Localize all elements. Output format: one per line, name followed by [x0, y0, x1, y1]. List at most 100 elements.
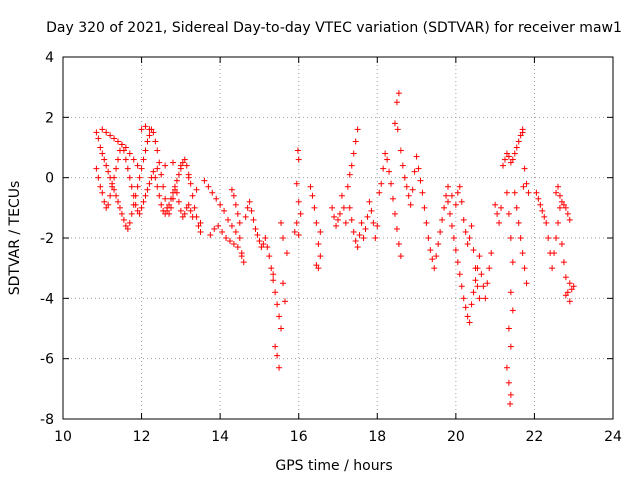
- data-point: [187, 180, 194, 187]
- data-point: [177, 207, 184, 214]
- data-point: [505, 153, 512, 160]
- data-point: [162, 162, 169, 169]
- data-point: [458, 283, 465, 290]
- data-point: [476, 295, 483, 302]
- data-point: [272, 289, 279, 296]
- data-point: [152, 174, 159, 181]
- data-point: [274, 301, 281, 308]
- data-point: [111, 174, 118, 181]
- data-point: [101, 156, 108, 163]
- data-point: [403, 183, 410, 190]
- data-point: [329, 204, 336, 211]
- data-point: [503, 189, 510, 196]
- data-point: [115, 138, 121, 145]
- data-point: [295, 156, 302, 163]
- y-tick-label: -2: [40, 231, 54, 247]
- data-point: [268, 265, 275, 272]
- data-point: [248, 207, 255, 214]
- data-point: [295, 198, 302, 205]
- data-point: [498, 204, 505, 211]
- data-point: [551, 250, 558, 257]
- data-point: [417, 177, 424, 184]
- data-point: [441, 204, 448, 211]
- data-point: [346, 204, 353, 211]
- data-point: [507, 159, 514, 166]
- data-point: [431, 265, 438, 272]
- data-point: [211, 225, 218, 232]
- data-point: [122, 156, 129, 163]
- data-point: [391, 120, 398, 127]
- data-point: [134, 183, 141, 190]
- data-point: [466, 235, 473, 241]
- data-point: [513, 144, 520, 151]
- data-point: [362, 225, 369, 232]
- data-point: [505, 325, 512, 332]
- data-point: [393, 99, 400, 106]
- data-point: [511, 189, 518, 196]
- y-tick-label: 4: [45, 50, 54, 66]
- data-point: [448, 222, 455, 229]
- data-point: [105, 201, 112, 208]
- data-point: [411, 168, 418, 175]
- data-point: [142, 147, 149, 154]
- data-point: [95, 174, 102, 181]
- y-tick-label: -4: [40, 291, 54, 307]
- data-point: [258, 244, 265, 251]
- data-point: [97, 144, 104, 151]
- data-point: [478, 271, 485, 278]
- data-point: [507, 343, 514, 350]
- y-tick-label: -6: [40, 352, 54, 368]
- data-point: [376, 189, 383, 196]
- data-point: [317, 228, 324, 235]
- data-point: [413, 153, 420, 160]
- data-point: [472, 265, 479, 272]
- data-point: [486, 265, 493, 272]
- data-point: [205, 183, 212, 190]
- data-point: [297, 210, 304, 217]
- data-point: [566, 216, 573, 223]
- data-point: [272, 343, 279, 350]
- y-tick-label: 2: [45, 110, 54, 126]
- data-point: [390, 195, 396, 202]
- data-point: [409, 186, 416, 193]
- data-point: [144, 186, 151, 193]
- data-point: [370, 219, 377, 226]
- data-point: [397, 147, 404, 154]
- data-point: [144, 138, 151, 145]
- data-point: [278, 219, 285, 226]
- data-point: [350, 228, 357, 235]
- y-axis-label: SDTVAR / TECUs: [7, 181, 23, 296]
- data-point: [435, 241, 442, 248]
- data-point: [154, 165, 161, 172]
- data-point: [342, 219, 349, 226]
- data-point: [448, 192, 455, 199]
- x-tick-label: 14: [211, 429, 229, 445]
- data-point: [107, 132, 114, 139]
- data-point: [107, 192, 114, 199]
- data-point: [507, 400, 514, 407]
- data-point: [474, 283, 481, 290]
- data-point: [138, 165, 145, 172]
- data-point: [126, 174, 133, 181]
- data-point: [556, 192, 563, 199]
- data-point: [197, 228, 204, 235]
- data-point: [425, 235, 432, 241]
- data-point: [232, 228, 239, 235]
- data-point: [535, 195, 542, 202]
- data-point: [470, 289, 477, 296]
- data-point: [307, 183, 314, 190]
- data-point: [494, 210, 501, 217]
- data-point: [484, 280, 491, 287]
- data-point: [525, 189, 532, 196]
- data-point: [549, 265, 556, 272]
- data-point: [445, 183, 451, 190]
- data-point: [126, 150, 133, 157]
- data-point: [439, 216, 446, 223]
- data-point: [429, 256, 436, 263]
- data-point: [154, 183, 161, 190]
- data-point: [113, 192, 120, 199]
- data-point: [183, 204, 190, 211]
- data-point: [374, 222, 381, 229]
- data-point: [464, 241, 471, 248]
- data-point: [480, 283, 487, 290]
